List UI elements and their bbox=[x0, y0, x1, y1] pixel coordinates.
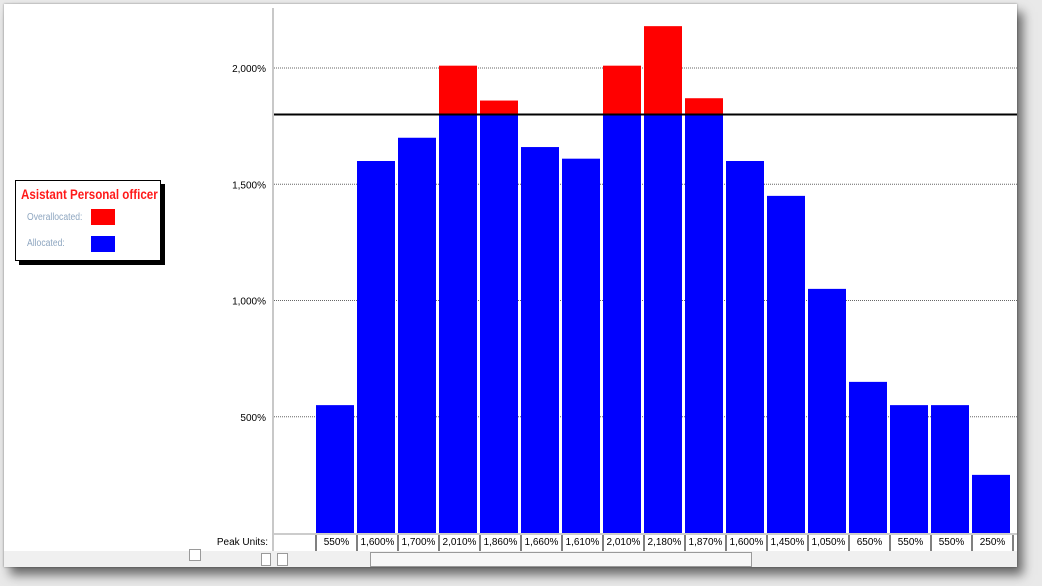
overallocated-bar bbox=[439, 65, 477, 115]
peak-units-value: 1,050% bbox=[812, 537, 846, 548]
y-tick-label: 1,000% bbox=[232, 297, 266, 308]
legend-overallocated-label: Overallocated: bbox=[27, 212, 83, 223]
allocated-bar bbox=[398, 137, 436, 533]
peak-units-value: 1,600% bbox=[361, 537, 395, 548]
allocated-bar bbox=[316, 405, 354, 533]
peak-units-value: 1,600% bbox=[730, 537, 764, 548]
y-tick-label: 2,000% bbox=[232, 64, 266, 75]
allocated-bar bbox=[890, 405, 928, 533]
peak-units-value: 650% bbox=[857, 537, 883, 548]
horizontal-scroll-thumb[interactable] bbox=[370, 552, 752, 567]
resource-graph-window: Asistant Personal officer Overallocated:… bbox=[4, 4, 1017, 567]
overallocated-bar bbox=[685, 98, 723, 115]
legend-overallocated-swatch bbox=[91, 209, 115, 225]
y-tick-label: 500% bbox=[240, 413, 266, 424]
y-tick-label: 1,500% bbox=[232, 180, 266, 191]
allocated-bar bbox=[521, 147, 559, 534]
allocated-bar bbox=[685, 114, 723, 533]
peak-units-value: 550% bbox=[324, 537, 350, 548]
peak-units-value: 1,860% bbox=[484, 537, 518, 548]
overallocated-bar bbox=[603, 65, 641, 115]
allocated-bar bbox=[767, 195, 805, 533]
legend-allocated-label: Allocated: bbox=[27, 238, 65, 249]
allocated-bar bbox=[972, 474, 1010, 533]
allocated-bar bbox=[480, 114, 518, 533]
resource-histogram: 500% 1,000% 1,500% 2,000% Peak Units: 550% 1,… bbox=[217, 8, 1017, 551]
bars bbox=[316, 26, 1010, 534]
allocated-bar bbox=[357, 161, 395, 533]
allocated-bar bbox=[808, 288, 846, 533]
peak-units-value: 1,700% bbox=[402, 537, 436, 548]
legend-title: Asistant Personal officer bbox=[21, 187, 158, 202]
peak-units-row: Peak Units: 550% 1,600% 1,700% 2,010% 1,860% 1… bbox=[217, 533, 1017, 551]
peak-units-value: 2,180% bbox=[648, 537, 682, 548]
peak-units-value: 250% bbox=[980, 537, 1006, 548]
scroll-box[interactable] bbox=[189, 549, 201, 561]
allocated-bar bbox=[603, 114, 641, 533]
overallocated-bar bbox=[644, 26, 682, 115]
peak-units-value: 550% bbox=[898, 537, 924, 548]
scroll-left-pane-button[interactable] bbox=[261, 553, 271, 566]
peak-units-value: 2,010% bbox=[607, 537, 641, 548]
peak-units-value: 2,010% bbox=[443, 537, 477, 548]
allocated-bar bbox=[931, 405, 969, 533]
peak-units-value: 550% bbox=[939, 537, 965, 548]
scrollbar-area bbox=[4, 549, 1017, 567]
allocated-bar bbox=[439, 114, 477, 533]
y-tick-labels: 500% 1,000% 1,500% 2,000% bbox=[232, 64, 266, 424]
scroll-left-button[interactable] bbox=[277, 553, 288, 566]
allocated-bar bbox=[562, 158, 600, 534]
overallocated-bar bbox=[480, 100, 518, 115]
allocated-bar bbox=[644, 114, 682, 533]
peak-units-value: 1,870% bbox=[689, 537, 723, 548]
legend-allocated-swatch bbox=[91, 236, 115, 252]
peak-units-label: Peak Units: bbox=[217, 537, 268, 548]
peak-units-value: 1,450% bbox=[771, 537, 805, 548]
peak-units-value: 1,610% bbox=[566, 537, 600, 548]
peak-units-value: 1,660% bbox=[525, 537, 559, 548]
allocated-bar bbox=[849, 381, 887, 533]
legend-box: Asistant Personal officer Overallocated:… bbox=[15, 180, 161, 261]
allocated-bar bbox=[726, 161, 764, 533]
